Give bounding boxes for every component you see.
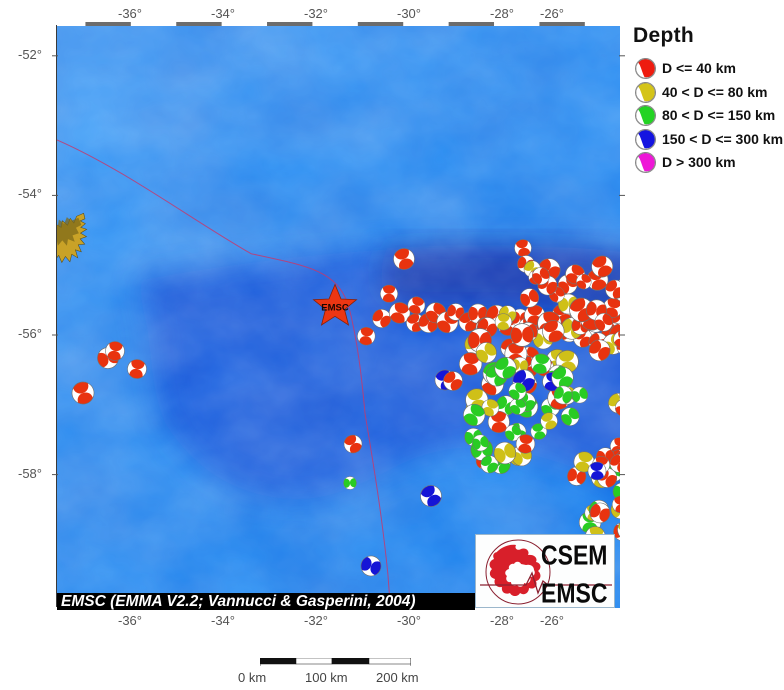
svg-text:EMSC: EMSC	[321, 303, 349, 314]
